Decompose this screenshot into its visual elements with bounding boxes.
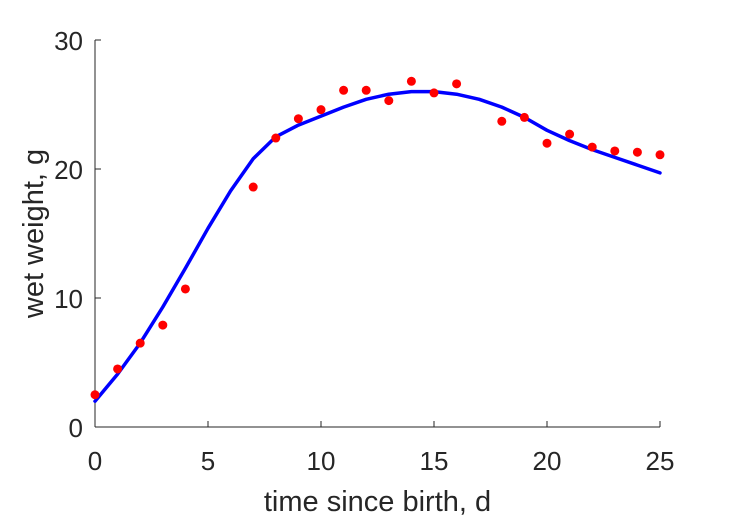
y-tick-label: 0 [69,413,83,443]
data-point [542,138,552,148]
data-point [271,133,281,143]
data-point [180,284,190,294]
y-axis-label: wet weight, g [18,149,50,319]
y-tick-label: 30 [54,26,83,56]
data-point [90,390,100,400]
data-point [158,320,168,330]
axes [94,40,660,428]
data-point [587,142,597,152]
fit-curve [93,89,662,403]
x-ticks: 0 5 10 15 20 25 [88,421,675,476]
x-axis-label: time since birth, d [264,486,491,518]
y-ticks: 0 10 20 30 [54,26,101,443]
x-tick-label: 5 [201,446,215,476]
y-tick-label: 10 [54,284,83,314]
data-point [135,338,145,348]
series-layer [90,76,665,403]
data-point [565,129,575,139]
x-tick-label: 10 [307,446,336,476]
data-point [632,147,642,157]
data-point [113,364,123,374]
data-point [406,76,416,86]
data-point [452,79,462,89]
data-point [316,105,326,115]
data-point [519,112,529,122]
data-point [248,182,258,192]
x-tick-label: 20 [533,446,562,476]
data-point [339,85,349,95]
data-point [429,88,439,98]
data-point [361,85,371,95]
x-tick-label: 25 [646,446,675,476]
data-point [497,116,507,126]
data-point [610,146,620,156]
data-point [655,150,665,160]
data-point [293,114,303,124]
data-point [384,96,394,106]
x-tick-label: 15 [420,446,449,476]
x-tick-label: 0 [88,446,102,476]
y-tick-label: 20 [54,155,83,185]
